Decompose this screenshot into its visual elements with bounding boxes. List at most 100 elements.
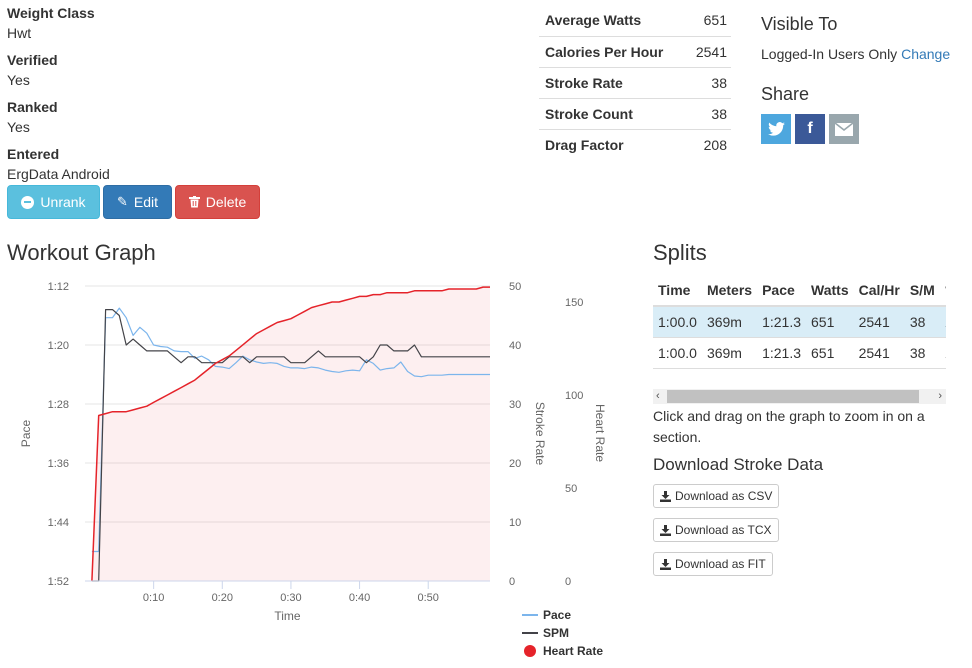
scroll-right-arrow-icon[interactable]: › <box>938 389 942 404</box>
info-weight-class-value: Hwt <box>7 24 277 42</box>
minus-circle-icon <box>21 196 34 209</box>
heart-rate-axis-tick: 0 <box>565 576 571 588</box>
splits-cell: 159 <box>940 306 946 337</box>
facebook-icon: f <box>807 120 812 138</box>
stroke-rate-axis-title: Stroke Rate <box>533 402 547 466</box>
splits-cell: 1:21.3 <box>757 337 806 368</box>
change-visibility-link[interactable]: Change <box>901 46 950 62</box>
download-tcx-label: Download as TCX <box>675 523 772 537</box>
visibility-value: Logged-In Users Only <box>761 46 897 62</box>
splits-scrollbar[interactable]: ‹ › <box>653 389 946 404</box>
splits-cell: 369m <box>702 337 757 368</box>
splits-cell: 369m <box>702 306 757 337</box>
legend-item-heart-rate[interactable]: Heart Rate <box>522 642 603 660</box>
delete-button[interactable]: Delete <box>175 185 260 219</box>
splits-cell: 651 <box>806 306 854 337</box>
legend-label: Pace <box>543 608 571 622</box>
trash-icon <box>189 196 200 208</box>
stroke-rate-axis-tick: 0 <box>509 576 515 588</box>
splits-row[interactable]: 1:00.0 369m 1:21.3 651 2541 38 159 <box>653 306 946 337</box>
pace-axis-title: Pace <box>19 420 33 448</box>
stat-label: Calories Per Hour <box>539 36 685 67</box>
download-fit-button[interactable]: Download as FIT <box>653 552 773 576</box>
stroke-rate-axis-tick: 40 <box>509 340 521 352</box>
legend-swatch-heart-rate <box>524 645 536 657</box>
stat-label: Average Watts <box>539 5 685 36</box>
share-section: Share f <box>761 84 859 144</box>
splits-col-header: Watts <box>806 274 854 306</box>
stat-label: Drag Factor <box>539 129 685 160</box>
stroke-rate-axis-tick: 20 <box>509 458 521 470</box>
x-axis-title: Time <box>274 609 301 623</box>
pace-axis-tick: 1:36 <box>48 458 69 470</box>
workout-graph-title: Workout Graph <box>7 240 156 266</box>
splits-cell: 38 <box>905 306 940 337</box>
pace-axis-tick: 1:12 <box>48 281 69 293</box>
heart-rate-axis-title: Heart Rate <box>593 404 607 462</box>
legend-label: Heart Rate <box>543 644 603 658</box>
delete-label: Delete <box>206 194 246 210</box>
stats-row: Calories Per Hour 2541 <box>539 36 731 67</box>
stat-value: 38 <box>685 98 731 129</box>
x-axis-tick: 0:30 <box>280 592 301 604</box>
info-ranked-label: Ranked <box>7 98 277 116</box>
stats-row: Average Watts 651 <box>539 5 731 36</box>
facebook-share-button[interactable]: f <box>795 114 825 144</box>
info-verified-label: Verified <box>7 51 277 69</box>
stat-value: 38 <box>685 67 731 98</box>
stats-row: Stroke Count 38 <box>539 98 731 129</box>
scrollbar-thumb[interactable] <box>667 390 919 403</box>
splits-table: Time Meters Pace Watts Cal/Hr S/M ❤ 1:00… <box>653 274 946 369</box>
x-axis-tick: 0:20 <box>212 592 233 604</box>
stat-value: 651 <box>685 5 731 36</box>
edit-button[interactable]: ✎ Edit <box>103 185 172 219</box>
share-icons: f <box>761 114 859 144</box>
splits-cell: 1:00.0 <box>653 306 702 337</box>
graph-legend: Pace SPM Heart Rate <box>522 606 603 660</box>
legend-swatch-spm <box>522 632 538 634</box>
splits-cell: 2541 <box>854 306 905 337</box>
stroke-rate-axis-tick: 10 <box>509 517 521 529</box>
zoom-help-text: Click and drag on the graph to zoom in o… <box>653 406 953 448</box>
download-title: Download Stroke Data <box>653 455 823 475</box>
email-share-button[interactable] <box>829 114 859 144</box>
pace-axis-tick: 1:52 <box>48 576 69 588</box>
stat-value: 208 <box>685 129 731 160</box>
stats-table: Average Watts 651 Calories Per Hour 2541 S… <box>539 5 731 160</box>
twitter-icon <box>768 122 785 136</box>
stat-label: Stroke Rate <box>539 67 685 98</box>
stats-row: Stroke Rate 38 <box>539 67 731 98</box>
twitter-share-button[interactable] <box>761 114 791 144</box>
stat-value: 2541 <box>685 36 731 67</box>
scroll-left-arrow-icon[interactable]: ‹ <box>656 389 660 404</box>
splits-title: Splits <box>653 240 707 266</box>
legend-item-spm[interactable]: SPM <box>522 624 603 642</box>
info-weight-class-label: Weight Class <box>7 4 277 22</box>
heart-icon: ❤ <box>940 274 946 306</box>
splits-col-header: Pace <box>757 274 806 306</box>
heart-rate-axis-tick: 150 <box>565 297 583 309</box>
download-csv-button[interactable]: Download as CSV <box>653 484 779 508</box>
x-axis-tick: 0:50 <box>418 592 439 604</box>
splits-table-container: Time Meters Pace Watts Cal/Hr S/M ❤ 1:00… <box>653 274 946 384</box>
pace-axis-tick: 1:28 <box>48 399 69 411</box>
stat-label: Stroke Count <box>539 98 685 129</box>
splits-row[interactable]: 1:00.0 369m 1:21.3 651 2541 38 159 <box>653 337 946 368</box>
share-title: Share <box>761 84 859 105</box>
download-icon <box>660 491 671 502</box>
unrank-button[interactable]: Unrank <box>7 185 100 219</box>
splits-col-header: Meters <box>702 274 757 306</box>
visibility-title: Visible To <box>761 14 950 35</box>
splits-col-header: S/M <box>905 274 940 306</box>
heart-rate-axis-tick: 100 <box>565 390 583 402</box>
splits-cell: 651 <box>806 337 854 368</box>
pace-axis-tick: 1:44 <box>48 517 69 529</box>
info-entered-value: ErgData Android <box>7 165 277 183</box>
heart-rate-area <box>92 287 490 581</box>
legend-item-pace[interactable]: Pace <box>522 606 603 624</box>
x-axis-tick: 0:40 <box>349 592 370 604</box>
action-buttons: Unrank ✎ Edit Delete <box>7 185 260 219</box>
download-tcx-button[interactable]: Download as TCX <box>653 518 779 542</box>
unrank-label: Unrank <box>40 194 85 210</box>
visibility-section: Visible To Logged-In Users Only Change <box>761 14 950 62</box>
